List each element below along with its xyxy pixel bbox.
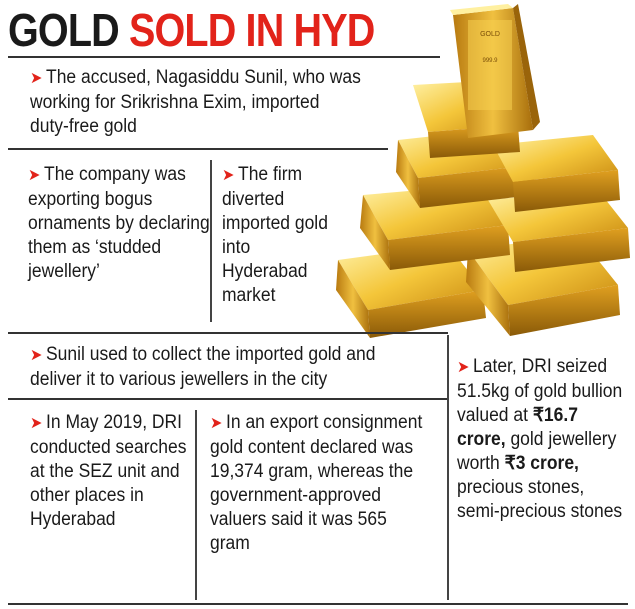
- divider-bottom: [8, 603, 628, 605]
- text-later-pre: Later, DRI seized 51.5kg of gold bullion…: [457, 356, 623, 426]
- arrow-icon: ➤: [457, 359, 470, 376]
- arrow-icon: ➤: [28, 167, 41, 184]
- text-sunil: Sunil used to collect the imported gold …: [30, 344, 376, 390]
- headline-gold: GOLD: [8, 4, 120, 56]
- divider-vertical-3: [447, 335, 449, 600]
- bar-stamp-purity: 999.9: [482, 58, 498, 64]
- text-export: In an export consignment gold content de…: [210, 412, 423, 554]
- headline: GOLD SOLD IN HYD: [8, 4, 375, 56]
- divider-headline: [8, 56, 440, 58]
- gold-bars-image: GOLD 999.9: [336, 4, 630, 338]
- arrow-icon: ➤: [30, 347, 43, 364]
- divider-3: [8, 398, 448, 400]
- arrow-icon: ➤: [210, 415, 223, 432]
- text-company: The company was exporting bogus ornament…: [28, 164, 210, 282]
- divider-vertical-1: [210, 160, 212, 322]
- text-may-2019: In May 2019, DRI conducted searches at t…: [30, 412, 187, 530]
- block-export: ➤ In an export consignment gold content d…: [210, 411, 431, 556]
- text-later-amount-1: ₹16.7 crore,: [457, 405, 578, 450]
- block-later: ➤ Later, DRI seized 51.5kg of gold bullio…: [457, 355, 624, 524]
- text-accused: The accused, Nagasiddu Sunil, who was wo…: [30, 67, 361, 137]
- text-later-post: precious stones, semi-precious stones: [457, 477, 623, 522]
- block-may-2019: ➤ In May 2019, DRI conducted searches at …: [30, 411, 191, 532]
- bar-stamp-gold: GOLD: [480, 31, 500, 38]
- divider-1: [8, 148, 388, 150]
- text-firm: The firm diverted imported gold into Hyd…: [222, 164, 328, 306]
- divider-vertical-2: [195, 410, 197, 600]
- headline-sold-in-hyd: SOLD IN HYD: [128, 4, 375, 56]
- divider-2: [8, 332, 448, 334]
- block-accused: ➤ The accused, Nagasiddu Sunil, who was w…: [30, 66, 361, 139]
- text-later-mid: gold jewellery worth: [457, 429, 617, 474]
- text-later-amount-2: ₹3 crore,: [504, 453, 579, 474]
- arrow-icon: ➤: [30, 70, 43, 87]
- arrow-icon: ➤: [30, 415, 43, 432]
- arrow-icon: ➤: [222, 167, 235, 184]
- block-company: ➤ The company was exporting bogus ornamen…: [28, 163, 212, 284]
- block-firm: ➤ The firm diverted imported gold into Hy…: [222, 163, 332, 308]
- block-sunil: ➤ Sunil used to collect the imported gold…: [30, 343, 426, 392]
